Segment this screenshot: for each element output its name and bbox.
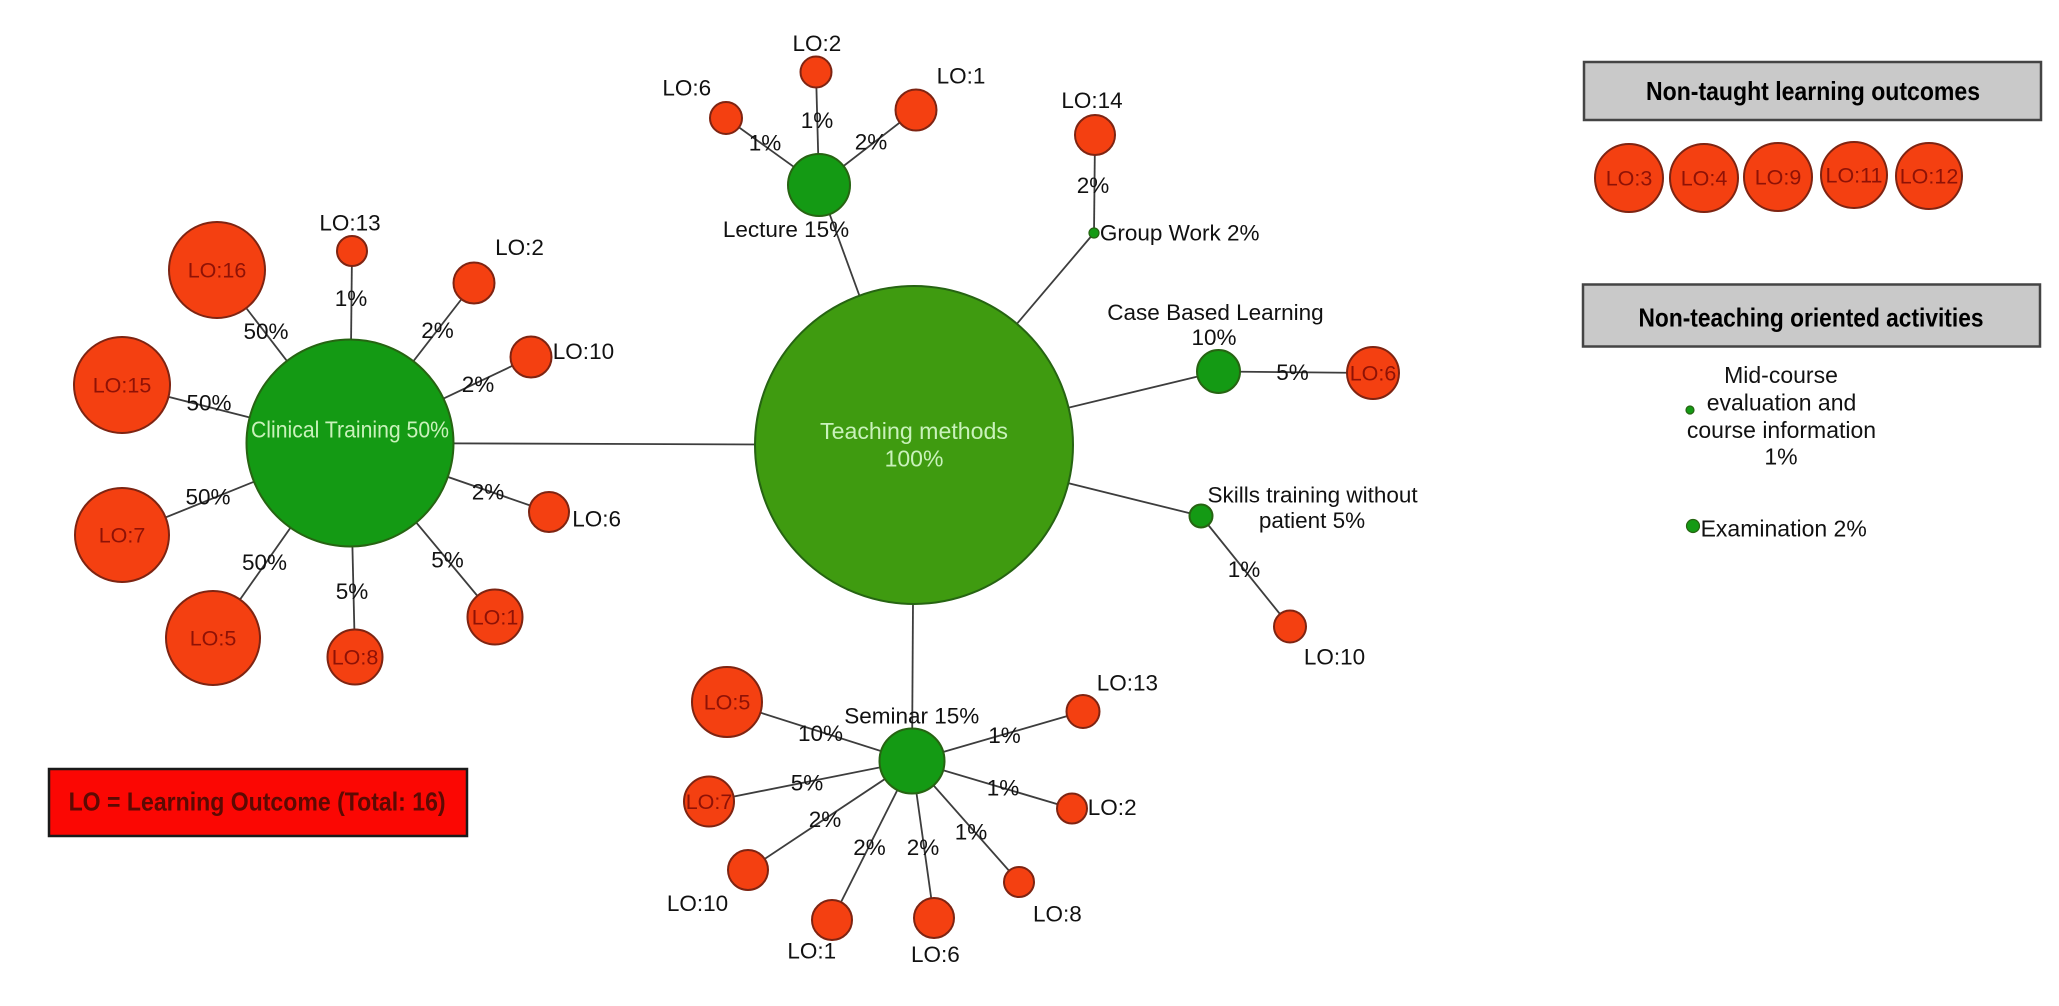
svg-text:1%: 1% xyxy=(1228,557,1261,582)
svg-text:50%: 50% xyxy=(243,319,288,344)
svg-text:patient 5%: patient 5% xyxy=(1259,508,1365,533)
svg-text:Examination 2%: Examination 2% xyxy=(1701,516,1867,542)
svg-text:LO:8: LO:8 xyxy=(332,646,379,670)
svg-text:LO:6: LO:6 xyxy=(911,942,960,967)
svg-text:50%: 50% xyxy=(185,484,230,509)
svg-text:LO:6: LO:6 xyxy=(1350,362,1397,386)
svg-text:2%: 2% xyxy=(1077,173,1110,198)
svg-text:LO:2: LO:2 xyxy=(793,31,842,56)
svg-text:1%: 1% xyxy=(955,819,988,844)
svg-text:1%: 1% xyxy=(988,723,1021,748)
svg-text:LO:5: LO:5 xyxy=(190,627,237,651)
svg-text:LO:7: LO:7 xyxy=(99,524,146,548)
svg-text:LO:11: LO:11 xyxy=(1826,164,1883,188)
svg-text:LO:1: LO:1 xyxy=(472,606,519,630)
svg-text:LO:10: LO:10 xyxy=(1304,645,1365,670)
svg-text:LO:8: LO:8 xyxy=(1033,902,1082,927)
svg-text:LO:6: LO:6 xyxy=(572,507,621,532)
svg-text:LO:7: LO:7 xyxy=(686,790,733,814)
svg-text:1%: 1% xyxy=(1764,444,1797,470)
svg-text:Skills training without: Skills training without xyxy=(1208,483,1419,508)
svg-text:LO:1: LO:1 xyxy=(937,64,986,89)
svg-text:1%: 1% xyxy=(987,776,1020,801)
svg-text:2%: 2% xyxy=(472,480,505,505)
svg-text:LO:10: LO:10 xyxy=(553,339,614,364)
svg-text:LO:3: LO:3 xyxy=(1606,167,1653,191)
svg-text:course information: course information xyxy=(1687,417,1876,443)
svg-text:10%: 10% xyxy=(798,721,843,746)
svg-text:Clinical Training 50%: Clinical Training 50% xyxy=(251,417,449,443)
svg-text:LO:1: LO:1 xyxy=(787,939,836,964)
svg-text:2%: 2% xyxy=(462,372,495,397)
svg-text:2%: 2% xyxy=(421,318,454,343)
svg-text:Case Based Learning: Case Based Learning xyxy=(1107,300,1323,325)
svg-text:2%: 2% xyxy=(809,807,842,832)
svg-text:5%: 5% xyxy=(1276,360,1309,385)
svg-text:5%: 5% xyxy=(336,579,369,604)
svg-text:LO:13: LO:13 xyxy=(319,211,380,236)
svg-text:Mid-course: Mid-course xyxy=(1724,362,1838,388)
svg-text:1%: 1% xyxy=(335,286,368,311)
svg-text:LO:13: LO:13 xyxy=(1097,670,1158,695)
svg-text:Non-teaching oriented activiti: Non-teaching oriented activities xyxy=(1639,303,1984,333)
svg-text:evaluation and: evaluation and xyxy=(1707,390,1857,416)
svg-text:50%: 50% xyxy=(186,391,231,416)
svg-text:5%: 5% xyxy=(431,548,464,573)
svg-text:5%: 5% xyxy=(791,770,824,795)
svg-text:LO:2: LO:2 xyxy=(495,235,544,260)
svg-text:LO:10: LO:10 xyxy=(667,891,728,916)
svg-text:LO = Learning Outcome (Total:: LO = Learning Outcome (Total: 16) xyxy=(69,787,446,817)
svg-text:2%: 2% xyxy=(853,835,886,860)
svg-text:Lecture 15%: Lecture 15% xyxy=(723,217,849,242)
svg-text:LO:14: LO:14 xyxy=(1061,88,1122,113)
svg-text:1%: 1% xyxy=(801,108,834,133)
svg-text:10%: 10% xyxy=(1191,325,1236,350)
svg-text:LO:2: LO:2 xyxy=(1088,795,1137,820)
svg-text:LO:4: LO:4 xyxy=(1681,167,1728,191)
svg-text:LO:16: LO:16 xyxy=(188,259,247,283)
svg-text:100%: 100% xyxy=(885,446,944,472)
svg-text:Seminar 15%: Seminar 15% xyxy=(844,704,979,729)
svg-text:Group Work 2%: Group Work 2% xyxy=(1100,221,1260,246)
svg-text:50%: 50% xyxy=(242,550,287,575)
svg-text:LO:6: LO:6 xyxy=(662,76,711,101)
svg-text:1%: 1% xyxy=(749,131,782,156)
svg-text:2%: 2% xyxy=(855,130,888,155)
svg-text:2%: 2% xyxy=(907,835,940,860)
svg-text:LO:5: LO:5 xyxy=(704,691,751,715)
svg-text:Teaching methods: Teaching methods xyxy=(820,418,1008,444)
svg-text:LO:9: LO:9 xyxy=(1755,166,1802,190)
svg-text:LO:12: LO:12 xyxy=(1900,165,1959,189)
svg-text:Non-taught learning outcomes: Non-taught learning outcomes xyxy=(1646,76,1980,106)
svg-text:LO:15: LO:15 xyxy=(93,374,152,398)
